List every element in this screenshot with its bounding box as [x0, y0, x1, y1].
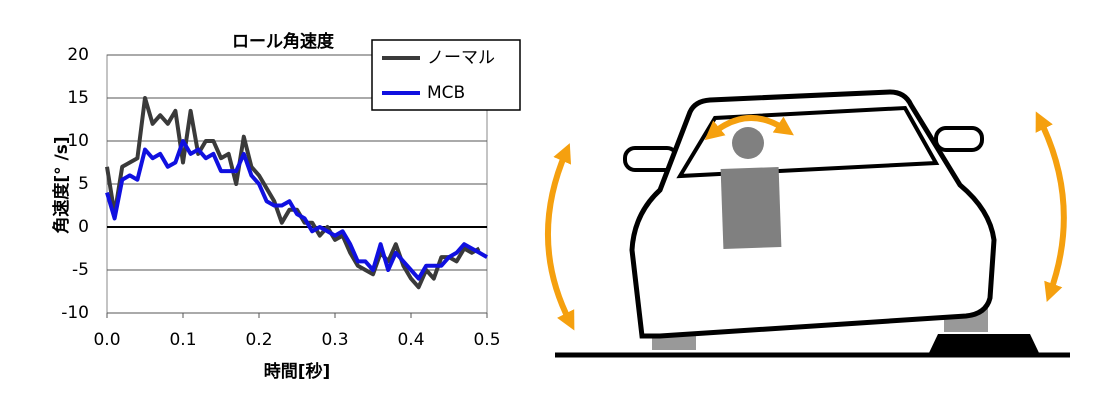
roll-arrow-right	[1035, 111, 1067, 303]
x-tick-label: 0.4	[397, 330, 424, 350]
y-axis-label: 角速度[° /s]	[51, 136, 72, 233]
legend-label: MCB	[427, 83, 465, 103]
y-tick-label: 10	[67, 131, 89, 151]
x-tick-label: 0.0	[93, 330, 120, 350]
right-mirror	[934, 126, 984, 152]
y-tick-label: 20	[67, 45, 89, 65]
roll-arrow-left	[545, 143, 575, 331]
y-tick-label: 5	[78, 174, 89, 194]
bump	[928, 334, 1040, 355]
windshield	[676, 105, 940, 179]
x-tick-label: 0.2	[245, 330, 272, 350]
head-arrow	[704, 115, 794, 141]
chart: ロール角速度 角速度[° /s] 時間[秒] -10 -5 0 5 10 15 20 0.0 0…	[51, 31, 521, 382]
legend-label: ノーマル	[427, 48, 495, 68]
car-illustration	[545, 89, 1070, 358]
car-body	[629, 89, 997, 339]
torso	[720, 167, 782, 249]
x-axis-label: 時間[秒]	[264, 361, 331, 382]
y-tick-label: 0	[78, 217, 89, 237]
x-tick-label: 0.5	[473, 330, 500, 350]
x-tick-label: 0.3	[321, 330, 348, 350]
series-line	[105, 139, 488, 281]
head	[732, 127, 764, 159]
legend: ノーマル MCB	[371, 39, 521, 111]
legend-box	[371, 39, 521, 111]
chart-title: ロール角速度	[232, 31, 335, 52]
y-tick-label: -10	[61, 303, 89, 323]
x-tick-label: 0.1	[169, 330, 196, 350]
y-tick-label: 15	[67, 88, 89, 108]
y-tick-label: -5	[72, 260, 89, 280]
